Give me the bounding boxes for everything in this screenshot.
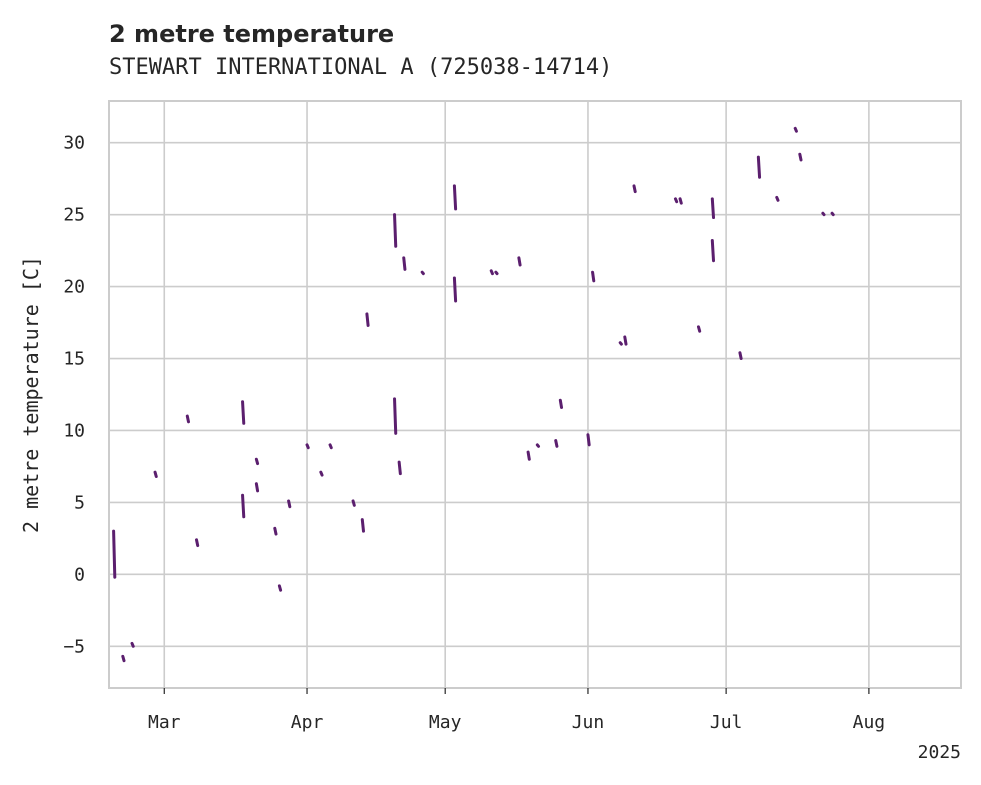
x-axis: Mar Apr May Jun Jul Aug — [148, 688, 885, 733]
temperature-segment — [591, 270, 596, 283]
temperature-segment — [287, 499, 292, 509]
temperature-segment — [254, 457, 260, 466]
temperature-segment — [393, 213, 398, 248]
temperature-segment — [623, 335, 628, 346]
y-tick-label: 0 — [74, 564, 85, 585]
temperature-segment — [696, 325, 702, 333]
y-tick-label: 10 — [63, 420, 85, 441]
grid — [109, 101, 961, 688]
temperature-segment — [351, 499, 356, 507]
y-axis: −5 0 5 10 15 20 25 30 — [63, 133, 85, 658]
temperature-segment — [526, 450, 531, 461]
temperature-segment — [517, 256, 522, 267]
temperature-segment — [678, 197, 683, 205]
chart-title: 2 metre temperature — [109, 20, 394, 48]
temperature-segment — [185, 414, 190, 424]
temperature-segment — [328, 443, 333, 450]
data-series — [112, 126, 835, 663]
temperature-segment — [738, 351, 743, 361]
x-tick-label: May — [429, 712, 462, 733]
temperature-segment — [254, 482, 260, 493]
y-tick-label: −5 — [63, 636, 85, 657]
temperature-segment — [494, 270, 499, 276]
x-tick-label: Jun — [572, 712, 605, 733]
y-tick-label: 30 — [63, 133, 85, 154]
temperature-segment — [360, 518, 365, 533]
y-tick-label: 15 — [63, 349, 85, 370]
temperature-segment — [558, 398, 564, 409]
temperature-segment — [277, 584, 283, 592]
temperature-segment — [130, 641, 135, 648]
temperature-segment — [830, 211, 835, 217]
temperature-segment — [305, 443, 310, 450]
temperature-segment — [121, 654, 126, 663]
temperature-segment — [397, 460, 402, 476]
temperature-segment — [673, 197, 679, 204]
temperature-segment — [112, 529, 117, 579]
temperature-segment — [195, 538, 200, 548]
temperature-segment — [241, 493, 246, 519]
temperature-segment — [489, 269, 494, 276]
temperature-segment — [273, 526, 278, 536]
temperature-segment — [821, 211, 826, 217]
temperature-segment — [452, 184, 458, 211]
x-tick-label: Mar — [148, 712, 181, 733]
y-tick-label: 20 — [63, 277, 85, 298]
temperature-segment — [153, 470, 158, 479]
temperature-segment — [798, 152, 803, 162]
x-tick-label: Jul — [710, 712, 743, 733]
chart-subtitle: STEWART INTERNATIONAL A (725038-14714) — [109, 55, 612, 80]
y-tick-label: 5 — [74, 492, 85, 513]
temperature-segment — [710, 239, 716, 263]
y-tick-label: 25 — [63, 205, 85, 226]
temperature-segment — [319, 470, 324, 477]
temperature-segment — [393, 397, 398, 435]
temperature-segment — [632, 184, 637, 194]
temperature-segment — [586, 433, 591, 447]
x-tick-label: Aug — [853, 712, 886, 733]
year-label: 2025 — [918, 742, 961, 763]
y-axis-label: 2 metre temperature [C] — [19, 256, 43, 533]
temperature-segment — [793, 126, 798, 133]
temperature-segment — [402, 256, 407, 271]
temperature-segment — [756, 155, 762, 179]
temperature-segment — [618, 341, 623, 346]
temperature-segment — [452, 276, 458, 303]
x-tick-label: Apr — [291, 712, 324, 733]
plot-frame — [108, 100, 962, 689]
temperature-segment — [365, 312, 370, 327]
temperature-segment — [535, 443, 541, 448]
temperature-segment — [710, 197, 716, 220]
temperature-segment — [420, 270, 425, 276]
temperature-segment — [241, 400, 246, 425]
temperature-segment — [554, 439, 559, 448]
temperature-segment — [775, 195, 780, 202]
